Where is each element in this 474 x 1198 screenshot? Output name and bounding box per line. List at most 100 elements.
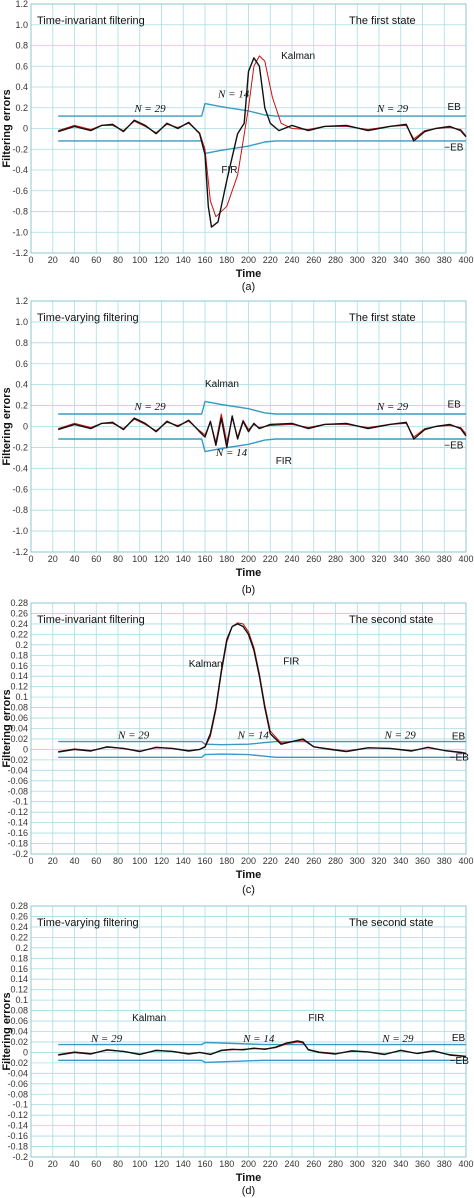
chart-panel-1: 0 20 40 60 80 100 120 140 160 180 200 220 240 260 280 3… bbox=[1, 0, 474, 293]
y-tick-label: -1.0 bbox=[12, 526, 28, 536]
y-tick-label: 0.08 bbox=[10, 1006, 28, 1016]
y-tick-label: 0.6 bbox=[15, 359, 28, 369]
x-tick-label: 40 bbox=[69, 1159, 79, 1169]
y-tick-label: -0.14 bbox=[7, 818, 28, 828]
x-tick-label: 400 bbox=[458, 856, 473, 866]
x-tick-label: 380 bbox=[437, 554, 452, 564]
x-tick-label: 320 bbox=[371, 1159, 386, 1169]
y-tick-label: -0.4 bbox=[12, 165, 28, 175]
y-tick-label: -0.02 bbox=[7, 755, 28, 765]
plot-frame bbox=[30, 3, 467, 254]
x-tick-label: 240 bbox=[284, 554, 299, 564]
annotation-label: EB bbox=[452, 731, 466, 742]
y-tick-label: -0.8 bbox=[12, 505, 28, 515]
x-tick-label: 320 bbox=[371, 255, 386, 265]
x-tick-label: 240 bbox=[284, 1159, 299, 1169]
x-tick-label: 380 bbox=[437, 1159, 452, 1169]
y-tick-label: -0.18 bbox=[7, 1142, 28, 1152]
chart-panel-2: 0 20 40 60 80 100 120 140 160 180 200 220 240 260 280 3… bbox=[1, 296, 474, 596]
series-line-eb bbox=[58, 1041, 466, 1046]
y-tick-label: 0.02 bbox=[10, 1037, 28, 1047]
x-tick-label: 300 bbox=[350, 554, 365, 564]
y-tick-label: 0.18 bbox=[10, 953, 28, 963]
y-tick-label: 0.02 bbox=[10, 734, 28, 744]
gridlines bbox=[30, 905, 467, 1158]
y-tick-label: -0.04 bbox=[7, 1068, 28, 1078]
y-tick-label: 0 bbox=[23, 1047, 28, 1057]
y-tick-label: -0.16 bbox=[7, 828, 28, 838]
y-axis-label: Filtering errors bbox=[1, 992, 13, 1070]
x-axis-label: Time bbox=[236, 869, 261, 881]
x-tick-label: 0 bbox=[28, 554, 33, 564]
plot-frame bbox=[30, 300, 467, 553]
x-tick-label: 100 bbox=[132, 554, 147, 564]
series-line-eb-negative bbox=[58, 438, 466, 453]
plot-frame bbox=[30, 905, 467, 1158]
annotation-label: N = 14 bbox=[237, 729, 270, 741]
annotation-label: EB bbox=[448, 400, 462, 411]
panel-caption: (c) bbox=[242, 884, 255, 896]
x-tick-label: 180 bbox=[219, 255, 234, 265]
y-tick-label: 0.12 bbox=[10, 985, 28, 995]
y-tick-label: -0.1 bbox=[12, 797, 28, 807]
y-tick-label: 0.2 bbox=[15, 103, 28, 113]
y-tick-label: 1.2 bbox=[15, 296, 28, 306]
plot-frame bbox=[30, 602, 467, 855]
y-tick-label: 0.06 bbox=[10, 1016, 28, 1026]
annotation-label: N = 29 bbox=[117, 729, 150, 741]
y-tick-label: 0.1 bbox=[15, 995, 28, 1005]
y-tick-label: -0.16 bbox=[7, 1131, 28, 1141]
y-tick-label: -0.2 bbox=[12, 849, 28, 859]
x-tick-label: 100 bbox=[132, 856, 147, 866]
y-tick-label: 0.28 bbox=[10, 598, 28, 608]
x-tick-label: 360 bbox=[415, 856, 430, 866]
x-tick-label: 80 bbox=[113, 1159, 123, 1169]
x-tick-label: 360 bbox=[415, 255, 430, 265]
y-tick-label: 0.24 bbox=[10, 619, 28, 629]
y-tick-label: -0.04 bbox=[7, 765, 28, 775]
annotation-label: N = 29 bbox=[376, 401, 409, 413]
y-tick-label: 0.28 bbox=[10, 901, 28, 911]
annotation-label: FIR bbox=[308, 1013, 324, 1024]
x-tick-label: 140 bbox=[176, 1159, 191, 1169]
y-tick-label: 0.14 bbox=[10, 671, 28, 681]
x-tick-label: 180 bbox=[219, 554, 234, 564]
y-tick-label: 0.08 bbox=[10, 703, 28, 713]
y-tick-label: 1.2 bbox=[15, 0, 28, 9]
x-tick-label: 40 bbox=[69, 856, 79, 866]
annotation-label: EB bbox=[452, 1033, 466, 1044]
annotation-label: N = 29 bbox=[383, 729, 416, 741]
panel-title: Time-varying filtering bbox=[37, 917, 139, 929]
annotation-label: EB bbox=[448, 102, 462, 113]
x-tick-label: 120 bbox=[154, 554, 169, 564]
x-tick-label: 400 bbox=[458, 1159, 473, 1169]
y-tick-label: -0.06 bbox=[7, 1079, 28, 1089]
series-line-eb bbox=[58, 102, 466, 117]
series-line-fir bbox=[57, 57, 467, 228]
y-tick-label: 1.0 bbox=[15, 317, 28, 327]
panel-title: Time-varying filtering bbox=[37, 312, 139, 324]
panel-subtitle: The first state bbox=[349, 15, 416, 27]
annotation-label: N = 29 bbox=[133, 103, 166, 115]
x-tick-label: 160 bbox=[197, 856, 212, 866]
x-tick-label: 80 bbox=[113, 255, 123, 265]
panel-subtitle: The second state bbox=[349, 917, 433, 929]
x-tick-label: 220 bbox=[263, 255, 278, 265]
x-tick-label: 200 bbox=[241, 255, 256, 265]
x-tick-label: 0 bbox=[28, 1159, 33, 1169]
x-tick-label: 20 bbox=[48, 255, 58, 265]
panel-caption: (a) bbox=[242, 281, 255, 293]
x-axis-label: Time bbox=[236, 1172, 261, 1184]
x-tick-label: 0 bbox=[28, 856, 33, 866]
y-tick-label: 0.04 bbox=[10, 724, 28, 734]
x-tick-label: 220 bbox=[263, 554, 278, 564]
series-line-kalman bbox=[58, 55, 467, 218]
x-tick-label: 200 bbox=[241, 554, 256, 564]
annotation-label: −EB bbox=[444, 440, 464, 451]
y-tick-label: 0 bbox=[23, 422, 28, 432]
x-tick-label: 360 bbox=[415, 1159, 430, 1169]
y-tick-label: -0.8 bbox=[12, 207, 28, 217]
x-tick-label: 20 bbox=[48, 1159, 58, 1169]
panel-subtitle: The first state bbox=[349, 312, 416, 324]
x-tick-label: 180 bbox=[219, 1159, 234, 1169]
